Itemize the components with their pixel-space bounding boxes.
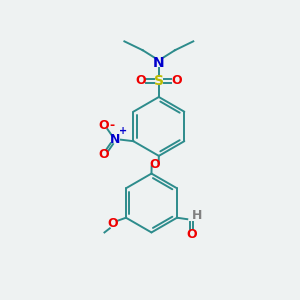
Text: O: O	[99, 148, 109, 161]
Text: +: +	[119, 126, 127, 136]
Text: O: O	[107, 217, 118, 230]
Text: O: O	[99, 119, 109, 132]
Text: -: -	[109, 119, 114, 132]
Text: N: N	[153, 56, 165, 70]
Text: O: O	[171, 74, 182, 87]
Text: O: O	[136, 74, 146, 87]
Text: O: O	[186, 228, 197, 241]
Text: S: S	[154, 74, 164, 88]
Text: H: H	[192, 209, 202, 222]
Text: O: O	[150, 158, 160, 171]
Text: N: N	[110, 133, 120, 146]
